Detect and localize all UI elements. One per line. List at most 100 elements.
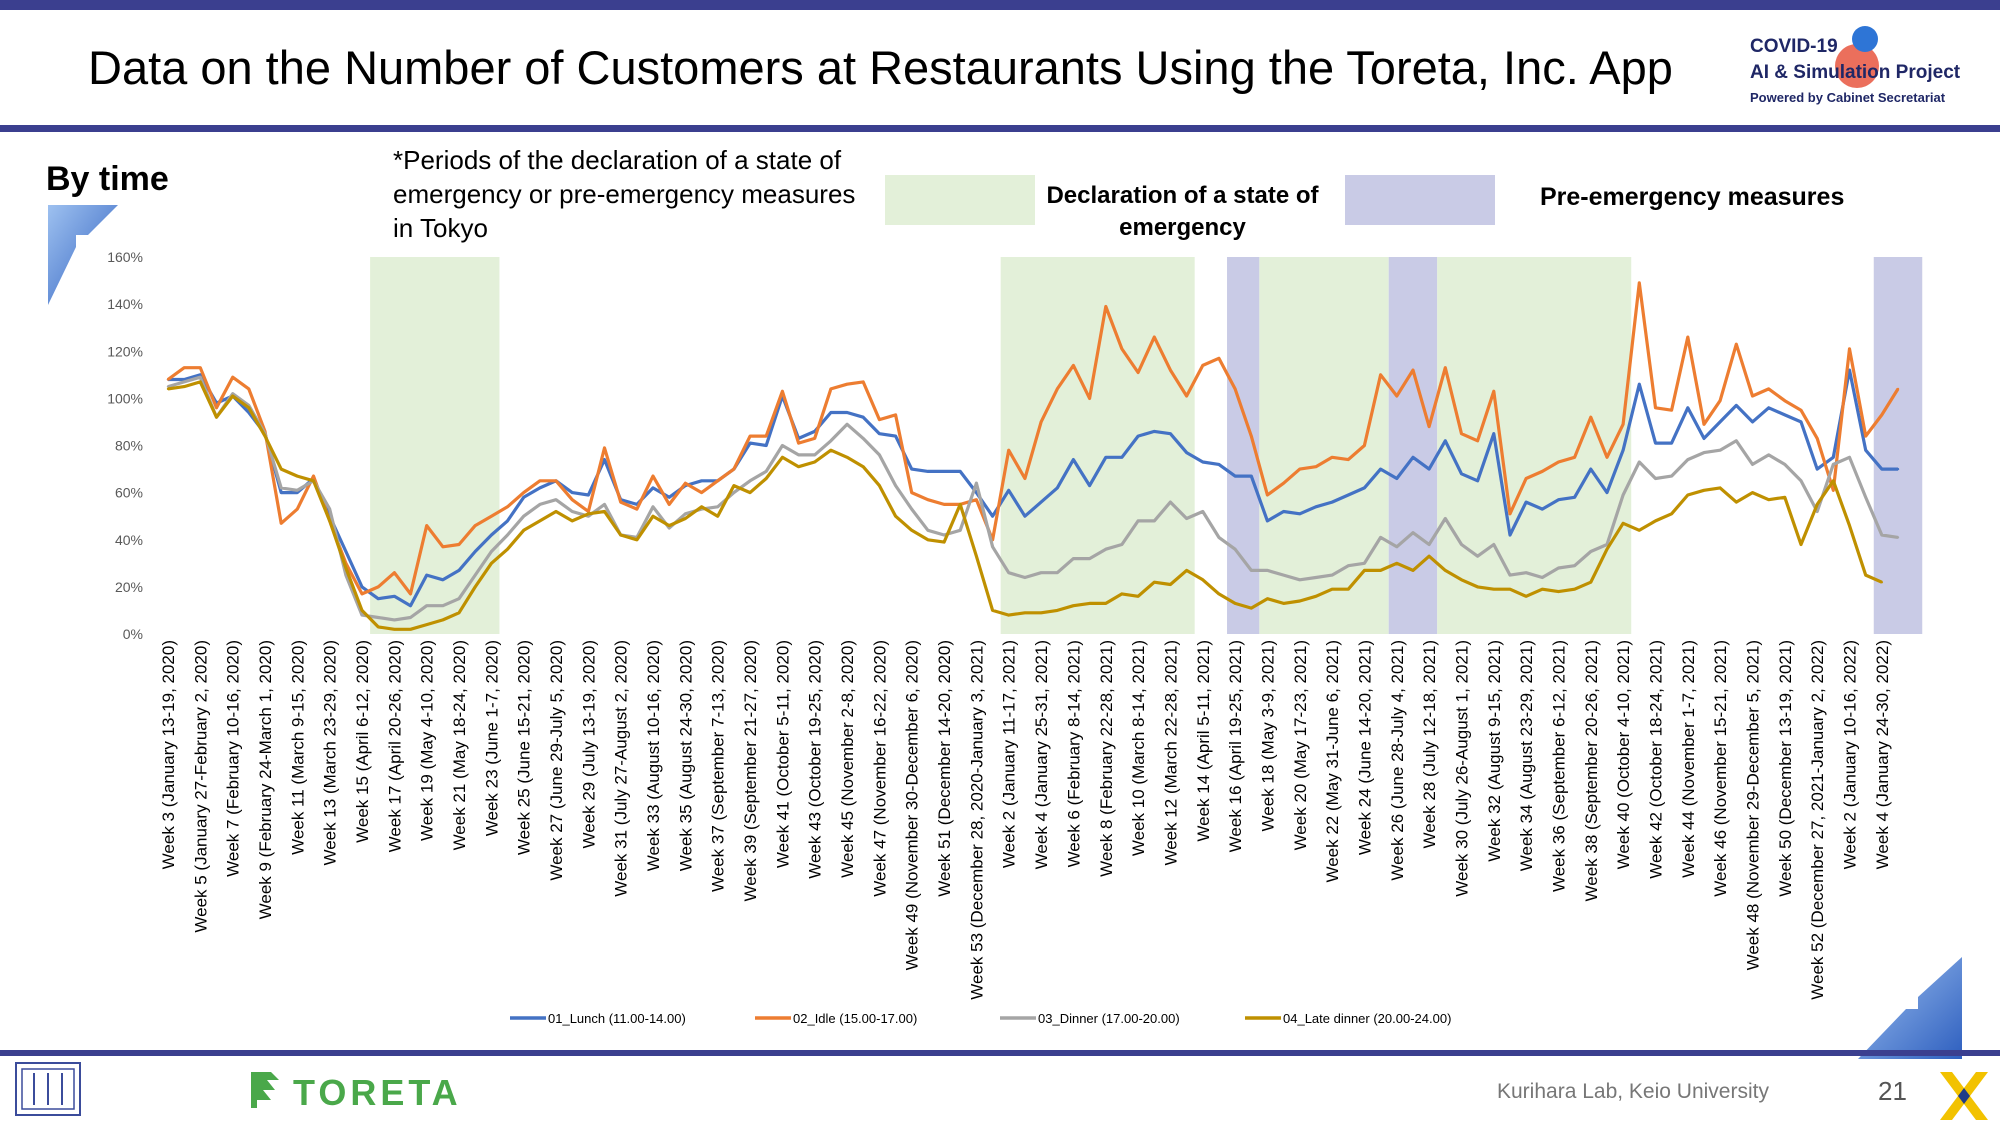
data-point (441, 604, 445, 607)
data-point (166, 378, 170, 381)
x-tick-label: Week 46 (November 15-21, 2021) (1711, 640, 1730, 897)
data-point (1460, 432, 1463, 435)
data-point (668, 526, 671, 530)
data-point (862, 380, 865, 384)
data-point (1153, 519, 1156, 523)
data-point (1444, 439, 1447, 442)
data-point (1104, 602, 1108, 605)
data-point (328, 519, 331, 523)
x-tick-label: Week 15 (April 6-12, 2020) (353, 640, 372, 843)
data-point (1169, 432, 1172, 435)
line-chart: 0% 20% 40% 60% 80% 100% 120% 140% 160% Week 3 (J… (107, 249, 1923, 1026)
data-point (571, 510, 574, 513)
data-point (926, 529, 930, 532)
data-point (1427, 425, 1431, 428)
x-tick-label: Week 50 (December 13-19, 2021) (1776, 640, 1795, 897)
data-point (1848, 456, 1851, 459)
data-point (1654, 441, 1657, 445)
data-point (1298, 467, 1302, 471)
data-point (894, 434, 897, 438)
data-point (474, 524, 477, 527)
x-tick-label: Week 24 (June 14-20, 2021) (1355, 640, 1374, 855)
data-point (360, 585, 364, 589)
data-point (1686, 493, 1690, 497)
data-point (1670, 409, 1673, 412)
data-point (1476, 439, 1479, 442)
data-point (231, 376, 234, 379)
data-point (1023, 576, 1027, 579)
data-point (1266, 519, 1269, 523)
data-point (457, 543, 461, 546)
legend-label: 03_Dinner (17.00-20.00) (1038, 1011, 1180, 1026)
x-tick-label: Week 37 (September 7-13, 2020) (709, 640, 728, 892)
data-point (1799, 543, 1803, 546)
data-point (732, 484, 736, 487)
data-point (1605, 491, 1609, 494)
data-point (538, 503, 542, 506)
data-point (1088, 557, 1091, 560)
logo-blue-circle-icon (1852, 26, 1878, 52)
pre-emergency-legend-label: Pre-emergency measures (1540, 183, 1845, 211)
data-point (1185, 394, 1188, 398)
data-point (1072, 557, 1075, 560)
data-point (1136, 371, 1140, 374)
data-point (1508, 533, 1512, 537)
data-point (1751, 394, 1754, 398)
data-point (554, 510, 558, 513)
data-point (1638, 529, 1641, 532)
data-point (959, 503, 962, 506)
x-tick-label: Week 25 (June 15-21, 2020) (515, 640, 534, 855)
data-point (1476, 555, 1479, 558)
data-point (1347, 458, 1350, 461)
data-point (1039, 420, 1043, 424)
x-tick-label: Week 40 (October 4-10, 2021) (1614, 640, 1633, 869)
data-point (490, 550, 493, 553)
x-tick-label: Week 45 (November 2-8, 2020) (838, 640, 857, 878)
data-point (765, 434, 768, 438)
data-point (619, 533, 622, 537)
data-point (1896, 467, 1900, 471)
data-point (1039, 571, 1043, 574)
data-point (1783, 496, 1787, 499)
data-point (942, 540, 946, 544)
data-point (1621, 522, 1625, 525)
data-point (1266, 493, 1269, 497)
data-point (1201, 364, 1205, 367)
data-point (1767, 498, 1770, 501)
data-point (942, 533, 946, 537)
data-point (1880, 533, 1884, 537)
footer-lab-name: Kurihara Lab, Keio University (1497, 1080, 1769, 1103)
data-point (1508, 573, 1512, 577)
data-point (1735, 404, 1738, 407)
data-point (1573, 496, 1576, 499)
data-point (1136, 595, 1140, 598)
data-point (1896, 536, 1900, 539)
data-point (797, 441, 800, 445)
data-point (1314, 465, 1318, 468)
data-point (813, 453, 816, 457)
data-point (1557, 460, 1560, 464)
data-point (700, 491, 703, 494)
footer-band (0, 1050, 2000, 1056)
data-point (506, 505, 509, 508)
legend-label: 01_Lunch (11.00-14.00) (548, 1011, 686, 1026)
x-tick-label: Week 12 (March 22-28, 2021) (1161, 640, 1180, 866)
data-point (1832, 456, 1835, 459)
data-point (247, 387, 250, 391)
x-tick-label: Week 49 (November 30-December 6, 2020) (903, 640, 922, 970)
x-tick-label: Week 3 (January 13-19, 2020) (159, 640, 178, 869)
data-point (1460, 543, 1463, 546)
x-tick-label: Week 9 (February 24-March 1, 2020) (256, 640, 275, 919)
data-point (328, 507, 331, 511)
data-point (1460, 578, 1463, 581)
x-tick-label: Week 27 (June 29-July 5, 2020) (547, 640, 566, 881)
data-point (1508, 588, 1512, 591)
data-point (506, 519, 509, 523)
data-point (1347, 588, 1350, 591)
data-point (1217, 592, 1221, 596)
data-point (1702, 451, 1706, 454)
data-point (748, 479, 752, 482)
data-point (1233, 474, 1237, 478)
data-point (748, 441, 752, 445)
data-point (1120, 347, 1124, 351)
